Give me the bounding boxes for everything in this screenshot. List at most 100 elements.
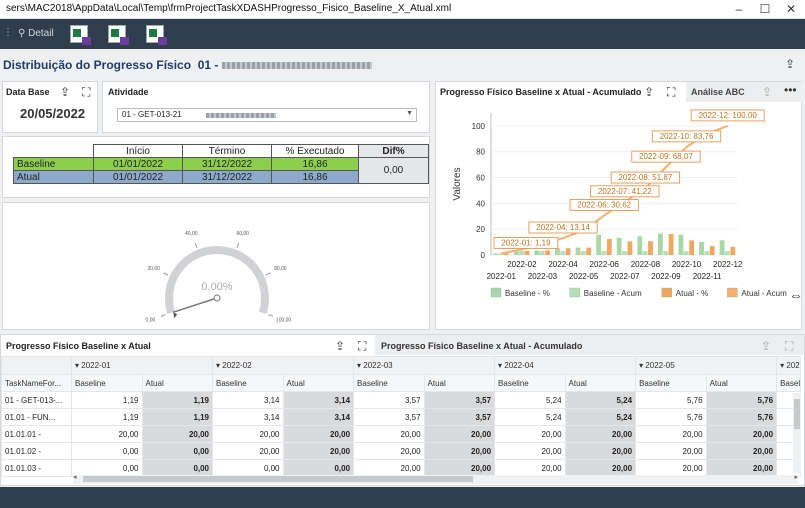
month-header[interactable]: ▾ 2022-04 bbox=[494, 356, 637, 375]
cell-atual: 5,76 bbox=[705, 391, 778, 409]
expand-icon[interactable]: ⛶ bbox=[785, 339, 794, 353]
export-icon[interactable]: ⇪ bbox=[644, 85, 655, 99]
gauge-hub bbox=[213, 294, 221, 302]
legend-swatch bbox=[727, 287, 738, 298]
grid-title: Progresso Físico Baseline x Atual bbox=[6, 341, 151, 351]
cell-baseline: 3,57 bbox=[353, 391, 425, 409]
export-icon[interactable]: ⇪ bbox=[761, 339, 772, 353]
detail-button[interactable]: ⚲ Detail bbox=[18, 28, 54, 39]
legend-label: Atual - Acum bbox=[741, 289, 787, 298]
cell-baseline: 20,00 bbox=[212, 425, 284, 443]
legend-label: Atual - % bbox=[676, 289, 708, 298]
sub-header-baseline: Baseline bbox=[776, 374, 802, 392]
corner-cell bbox=[1, 356, 72, 375]
cell-atual: 5,24 bbox=[564, 408, 637, 426]
export-excel-icon[interactable] bbox=[70, 25, 91, 45]
maximize-icon[interactable]: ☐ bbox=[759, 2, 771, 16]
cell-atual: 1,19 bbox=[141, 391, 214, 409]
cell-baseline: 20,00 bbox=[635, 425, 707, 443]
window-title: sers\MAC2018\AppData\Local\Temp\frmProje… bbox=[6, 3, 452, 14]
bar bbox=[627, 241, 633, 255]
header-inicio: Início bbox=[93, 144, 183, 158]
cell-baseline: 20,00 bbox=[71, 425, 143, 443]
sub-header-atual: Atual bbox=[564, 374, 637, 392]
export-icon[interactable]: ⇪ bbox=[335, 339, 346, 353]
bar bbox=[503, 253, 509, 255]
page-heading: Distribuição do Progresso Físico 01 - ⇪ bbox=[0, 52, 805, 76]
x-tick-label: 2022-05 bbox=[569, 272, 599, 281]
cell-baseline: 0,00 bbox=[71, 459, 143, 477]
cell-baseline: 5,76 bbox=[635, 391, 707, 409]
minimize-icon[interactable]: – bbox=[735, 2, 743, 16]
summary-panel: Início Término % Executado Dif% Baseline… bbox=[2, 136, 430, 198]
x-tick-label: 2022-07 bbox=[610, 272, 640, 281]
bar bbox=[616, 237, 622, 255]
table-row: 01.01.02 -0,00 0,00 20,00 20,00 20,00 20,00 20… bbox=[1, 442, 802, 460]
gauge-tick bbox=[265, 272, 271, 276]
cell-baseline: 0,00 bbox=[212, 459, 284, 477]
tab-acumulado[interactable]: Progresso Físico Baseline x Atual - Acum… bbox=[375, 335, 804, 355]
atividade-select[interactable]: 01 - GET-013-21 ▼ bbox=[117, 108, 417, 122]
page-title: Distribuição do Progresso Físico bbox=[3, 58, 192, 72]
month-header[interactable]: ▾ 202 bbox=[776, 356, 802, 375]
more-icon[interactable]: ••• bbox=[784, 83, 797, 97]
x-tick-label: 2022-04 bbox=[548, 260, 578, 269]
month-header[interactable]: ▾ 2022-02 bbox=[212, 356, 355, 375]
data-label: 2022-04: 13,14 bbox=[536, 223, 590, 232]
month-header[interactable]: ▾ 2022-03 bbox=[353, 356, 496, 375]
export-icon[interactable]: ⇪ bbox=[762, 85, 773, 99]
bar bbox=[513, 250, 519, 255]
legend-label: Baseline - Acum bbox=[584, 289, 642, 298]
x-tick-label: 2022-09 bbox=[651, 272, 681, 281]
scroll-thumb[interactable] bbox=[794, 399, 800, 429]
cell-atual: 1,19 bbox=[141, 408, 214, 426]
redacted-text bbox=[221, 62, 372, 70]
scroll-thumb[interactable] bbox=[83, 476, 473, 482]
horizontal-scrollbar[interactable]: ◂ ▸ bbox=[73, 474, 798, 484]
chart-title: Progresso Físico Baseline x Atual - Acum… bbox=[440, 87, 642, 97]
y-tick-label: 80 bbox=[476, 148, 485, 157]
expand-icon[interactable]: ⛶ bbox=[82, 85, 91, 99]
data-label-box bbox=[690, 109, 765, 122]
bar bbox=[606, 238, 612, 255]
cell-atual: 20,00 bbox=[423, 459, 496, 477]
data-label: 2022-09: 68,07 bbox=[639, 152, 693, 161]
row-name: 01.01 - FUN... bbox=[1, 408, 72, 426]
cell-atual: 3,57 bbox=[423, 408, 496, 426]
sub-header-baseline: Baseline bbox=[212, 374, 284, 392]
y-tick-label: 100 bbox=[472, 122, 486, 131]
row-header[interactable]: TaskNameFor... bbox=[1, 374, 72, 392]
close-icon[interactable]: ✕ bbox=[785, 2, 797, 16]
tab-analise-abc[interactable]: Análise ABC ⇪ ••• bbox=[686, 82, 802, 102]
export-excel-2-icon[interactable] bbox=[108, 25, 129, 45]
cell-atual: 0,00 bbox=[282, 459, 355, 477]
vertical-scrollbar[interactable] bbox=[793, 393, 801, 473]
month-header[interactable]: ▾ 2022-01 bbox=[70, 356, 214, 375]
y-tick-label: 0 bbox=[481, 251, 486, 260]
header-executado: % Executado bbox=[271, 144, 359, 158]
cell-baseline: 20,00 bbox=[494, 459, 566, 477]
toolbar: ⋮ ⚲ Detail bbox=[0, 19, 805, 49]
table-row: 01.01.03 -0,00 0,00 0,00 0,00 20,00 20,00 20,0… bbox=[1, 459, 802, 477]
bar bbox=[699, 241, 704, 255]
cell-baseline: 3,14 bbox=[212, 408, 284, 426]
cell-atual: 20,00 bbox=[423, 425, 496, 443]
export-excel-3-icon[interactable] bbox=[146, 25, 167, 45]
cell-baseline: 20,00 bbox=[635, 442, 707, 460]
x-tick-label: 2022-10 bbox=[672, 260, 702, 269]
data-label: 2022-10: 83,76 bbox=[660, 132, 714, 141]
cell-atual: 20,00 bbox=[282, 442, 355, 460]
cell-baseline: 20,00 bbox=[212, 442, 284, 460]
expand-icon[interactable]: ⛶ bbox=[358, 339, 367, 353]
gauge-tick-label: 0,00 bbox=[146, 318, 156, 324]
bar bbox=[575, 247, 581, 255]
expand-icon[interactable]: ⛶ bbox=[667, 85, 676, 99]
month-header[interactable]: ▾ 2022-05 bbox=[635, 356, 778, 375]
export-icon[interactable]: ⇪ bbox=[60, 85, 71, 99]
cell-atual: 20,00 bbox=[282, 425, 355, 443]
cell-atual: 0,00 bbox=[141, 442, 214, 460]
data-label: 2022-01: 1,19 bbox=[501, 238, 551, 247]
share-icon[interactable]: ⇪ bbox=[785, 57, 796, 71]
atividade-selected: 01 - GET-013-21 bbox=[122, 110, 182, 119]
data-label: 2022-07: 41,22 bbox=[598, 187, 652, 196]
